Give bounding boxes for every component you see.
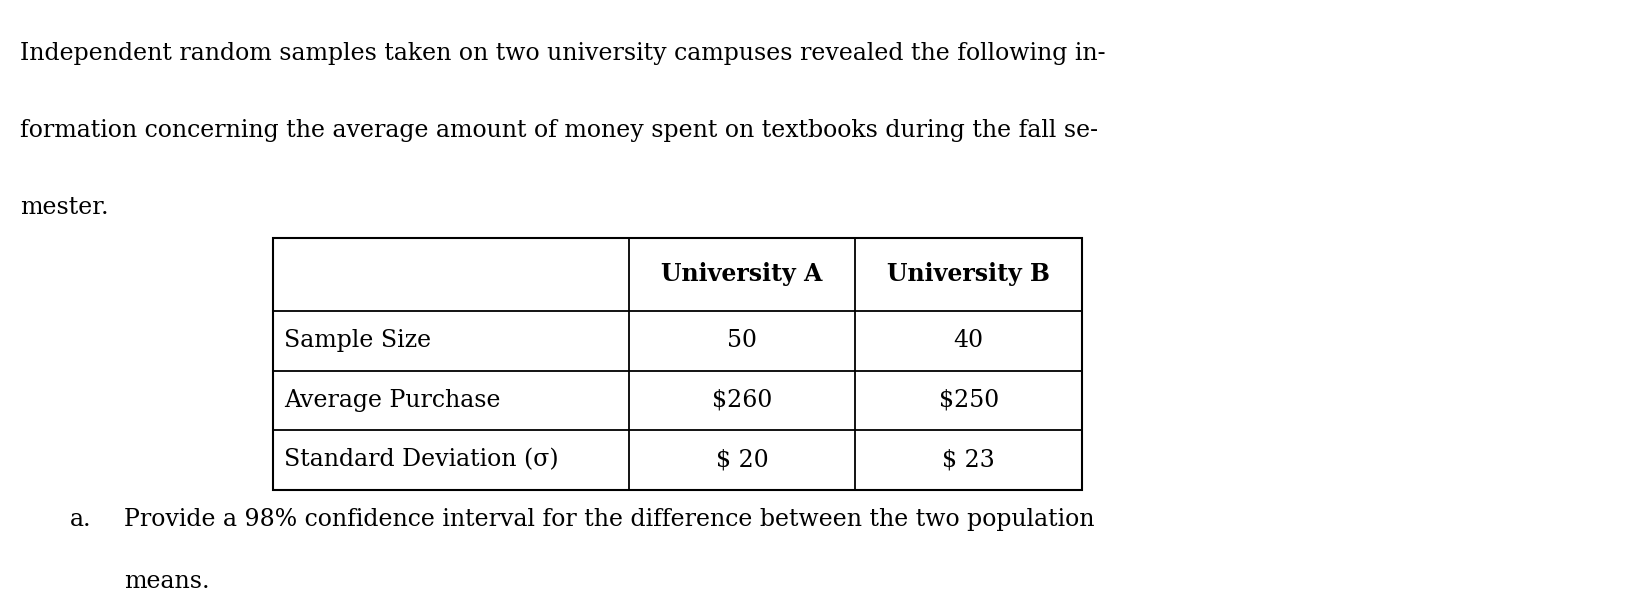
Text: Independent random samples taken on two university campuses revealed the followi: Independent random samples taken on two … <box>20 42 1105 65</box>
Text: means.: means. <box>124 570 210 593</box>
Text: formation concerning the average amount of money spent on textbooks during the f: formation concerning the average amount … <box>20 119 1099 142</box>
Text: $260: $260 <box>712 389 771 412</box>
Text: 50: 50 <box>727 329 757 352</box>
Bar <box>273 238 1082 490</box>
Text: University B: University B <box>887 262 1051 286</box>
Text: $250: $250 <box>938 389 999 412</box>
Text: Sample Size: Sample Size <box>284 329 431 352</box>
Text: University A: University A <box>661 262 823 286</box>
Text: $ 23: $ 23 <box>942 448 995 472</box>
Text: Average Purchase: Average Purchase <box>284 389 501 412</box>
Text: Provide a 98% confidence interval for the difference between the two population: Provide a 98% confidence interval for th… <box>124 508 1094 531</box>
Text: Standard Deviation (σ): Standard Deviation (σ) <box>284 448 558 472</box>
Text: $ 20: $ 20 <box>715 448 768 472</box>
Text: 40: 40 <box>953 329 985 352</box>
Text: mester.: mester. <box>20 196 109 219</box>
Text: a.: a. <box>69 508 91 531</box>
